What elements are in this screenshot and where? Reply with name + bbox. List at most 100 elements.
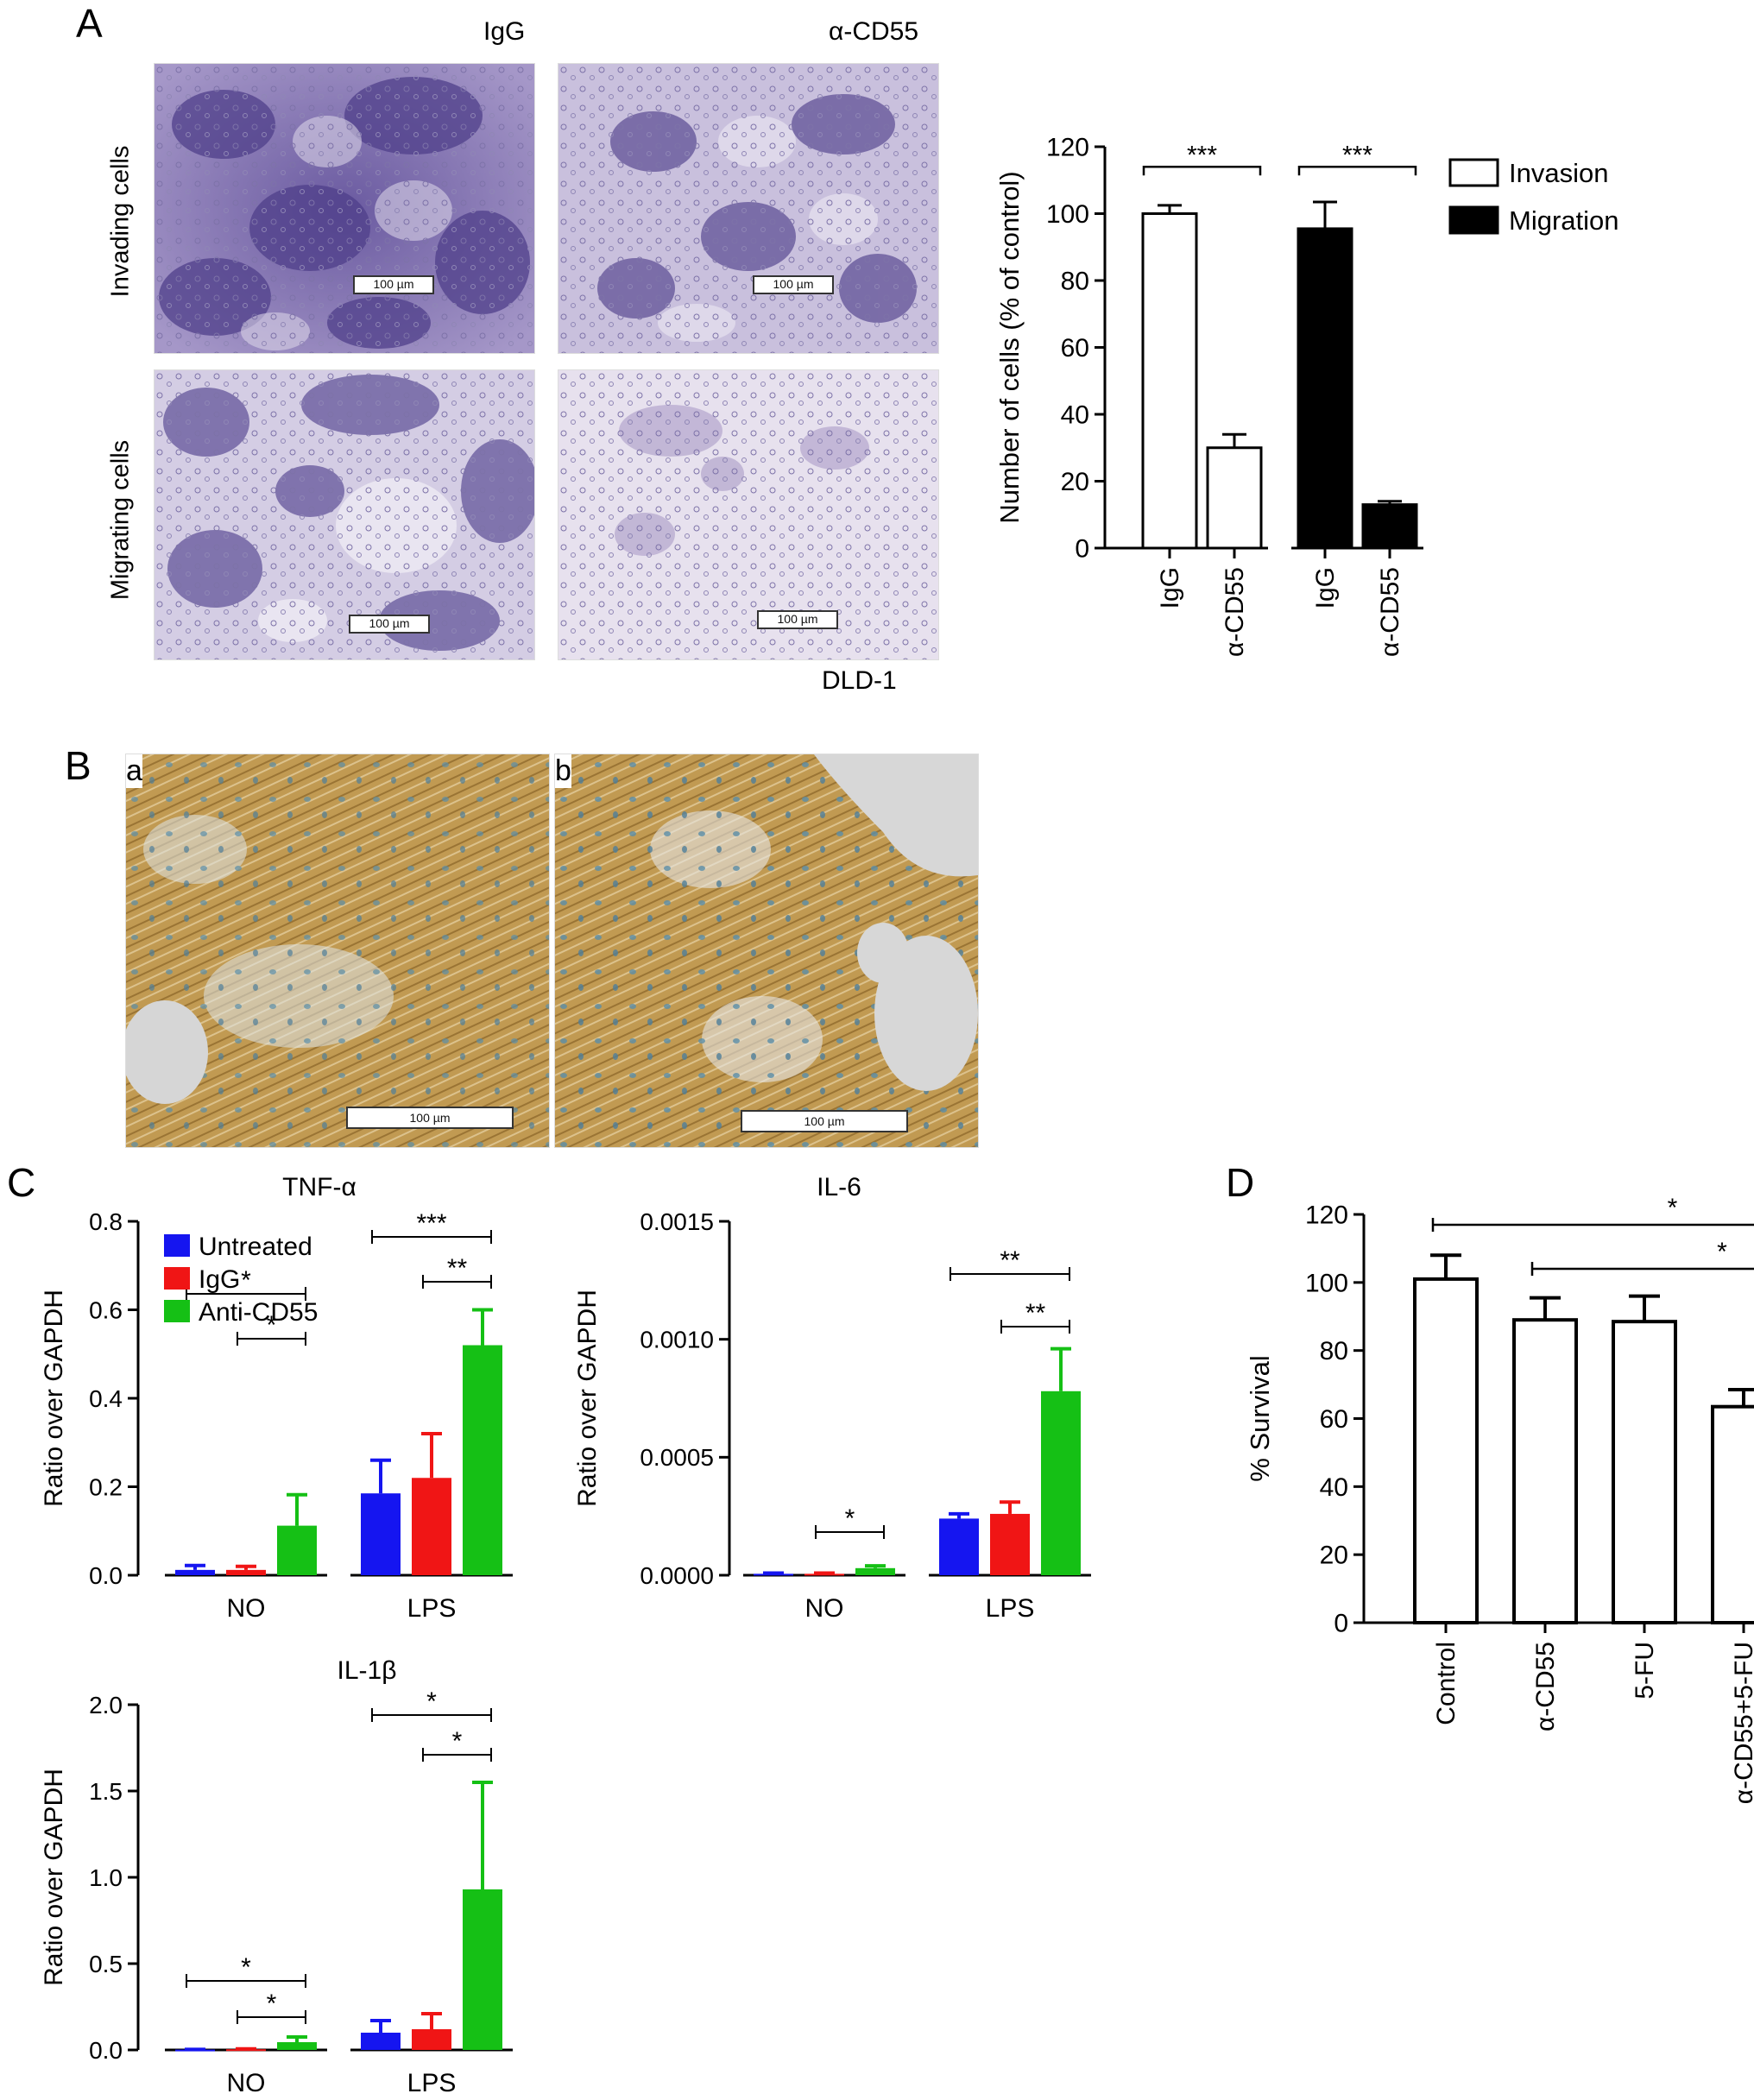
significance-bracket (1142, 166, 1262, 176)
y-tick-label: 0.0005 (640, 1444, 714, 1471)
bar (1141, 212, 1198, 550)
ihc-image-b: 100 µm b (554, 754, 979, 1148)
col-label-anti-cd55: α-CD55 (829, 17, 919, 46)
bar (939, 1518, 979, 1575)
bar (412, 1478, 451, 1575)
y-axis-label: Ratio over GAPDH (573, 1290, 602, 1507)
x-tick-label: α-CD55 (1221, 567, 1249, 657)
micrograph-migrating-anti-cd55: 100 µm (558, 369, 939, 660)
bar (412, 2029, 451, 2050)
significance-label: *** (1187, 141, 1217, 169)
il1b-chart: IL-1β 0.0 0.5 1.0 1.5 2.0 Ratio over GAPDH NO LP… (40, 1656, 513, 2097)
significance-bracket (1000, 1320, 1070, 1334)
y-axis-label: Number of cells (% of control) (994, 171, 1025, 523)
legend-label: IgG (199, 1265, 240, 1294)
y-tick-label: 60 (1320, 1405, 1348, 1434)
significance-bracket (950, 1267, 1070, 1281)
significance-label: * (845, 1504, 855, 1533)
panel-a-letter: A (76, 1, 103, 46)
y-axis-label: Ratio over GAPDH (40, 1769, 68, 1986)
y-tick-label: 20 (1061, 468, 1089, 496)
significance-bracket (815, 1525, 885, 1539)
scale-bar: 100 µm (757, 610, 838, 629)
significance-bracket (1431, 1218, 1754, 1232)
x-tick-label: LPS (986, 1594, 1035, 1623)
y-axis-label: Ratio over GAPDH (40, 1290, 68, 1507)
bar (1041, 1391, 1081, 1575)
x-tick-label: LPS (407, 2069, 457, 2097)
significance-bracket (186, 1974, 306, 1988)
legend-label: Migration (1509, 205, 1619, 236)
bar (175, 1569, 215, 1575)
scale-bar: 100 µm (741, 1110, 908, 1132)
col-label-igg: IgG (483, 17, 526, 46)
y-tick-label: 1.0 (89, 1864, 123, 1891)
significance-label: * (426, 1687, 437, 1716)
bar (277, 2042, 317, 2050)
bar (463, 1889, 502, 2050)
bar (990, 1513, 1030, 1575)
x-tick-label: Control (1432, 1642, 1461, 1725)
micrograph-texture (558, 64, 938, 353)
significance-label: * (1668, 1194, 1678, 1222)
tnf-alpha-chart: TNF-α 0.0 0.2 0.4 0.6 0.8 Ratio over GAPDH NO LP… (40, 1173, 513, 1623)
x-tick-label: IgG (1156, 567, 1184, 609)
y-tick-label: 0.0 (89, 1562, 123, 1589)
il6-chart: IL-6 0.0000 0.0005 0.0010 0.0015 Ratio over G… (573, 1173, 1091, 1623)
significance-label: *** (416, 1209, 446, 1238)
y-tick-label: 0.8 (89, 1208, 123, 1235)
x-tick-label: IgG (1311, 567, 1340, 609)
significance-label: * (241, 1266, 251, 1295)
y-tick-label: 20 (1320, 1542, 1348, 1570)
x-tick-label: α-CD55 (1531, 1642, 1560, 1731)
legend-swatch (164, 1267, 190, 1290)
x-tick-label: NO (227, 2069, 266, 2097)
bar (463, 1345, 502, 1575)
x-tick-label: NO (227, 1594, 266, 1623)
chart-title: IL-1β (338, 1656, 397, 1685)
significance-label: ** (1025, 1299, 1046, 1327)
y-tick-label: 80 (1320, 1337, 1348, 1365)
significance-label: ** (1000, 1246, 1020, 1275)
significance-label: * (452, 1727, 463, 1756)
legend-swatch (1448, 205, 1499, 235)
panel-d-letter: D (1226, 1160, 1255, 1205)
invasion-migration-chart: 0 20 40 60 80 100 120 Number of cells (% of con… (994, 134, 1619, 658)
micrograph-texture (155, 64, 534, 353)
y-tick-label: 120 (1305, 1201, 1348, 1230)
significance-label: * (267, 1990, 277, 2018)
ihc-image-a: 100 µm a (125, 754, 550, 1148)
y-tick-label: 0.0010 (640, 1326, 714, 1353)
x-tick-label: NO (805, 1594, 844, 1623)
significance-bracket (1530, 1262, 1754, 1276)
bar (361, 1493, 401, 1575)
y-tick-label: 2.0 (89, 1692, 123, 1718)
sub-label-a: a (126, 754, 142, 788)
x-tick-label: 5-FU (1631, 1642, 1659, 1700)
scale-bar: 100 µm (353, 275, 434, 294)
y-tick-label: 100 (1046, 200, 1089, 229)
micrograph-invading-anti-cd55: 100 µm (558, 63, 939, 354)
significance-bracket (237, 1332, 306, 1346)
y-tick-label: 0.0 (89, 2037, 123, 2064)
significance-bracket (237, 2010, 306, 2024)
significance-bracket (422, 1748, 492, 1762)
micrograph-texture (155, 370, 534, 659)
bar (277, 1525, 317, 1575)
legend-label: Untreated (199, 1233, 312, 1261)
y-axis-label: % Survival (1245, 1355, 1275, 1481)
ihc-texture (555, 754, 978, 1147)
legend-swatch (164, 1234, 190, 1257)
y-tick-label: 0.6 (89, 1296, 123, 1323)
micrograph-invading-igg: 100 µm (154, 63, 535, 354)
y-tick-label: 0 (1075, 535, 1089, 564)
y-tick-label: 40 (1061, 401, 1089, 430)
significance-label: * (1717, 1238, 1727, 1266)
row-label-migrating: Migrating cells (106, 439, 135, 601)
y-tick-label: 100 (1305, 1269, 1348, 1297)
chart-title: IL-6 (817, 1173, 861, 1201)
significance-label: * (267, 1311, 277, 1340)
bar (1206, 446, 1263, 550)
row-label-invading: Invading cells (106, 145, 135, 298)
bar (1361, 503, 1418, 550)
